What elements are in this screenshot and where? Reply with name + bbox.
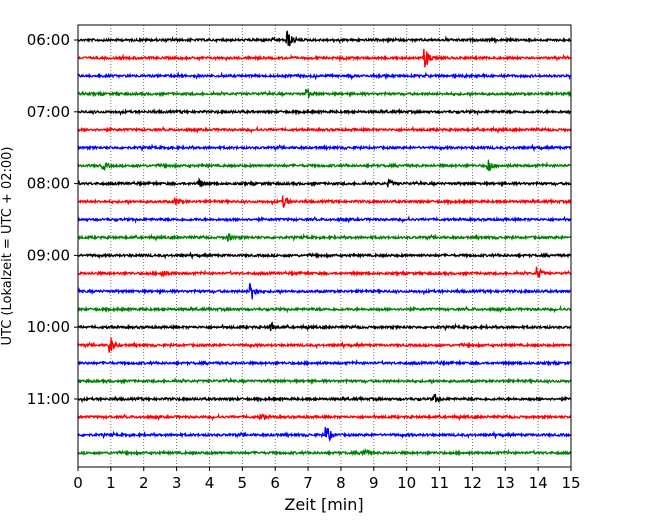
y-tick-label: 10:00 bbox=[27, 318, 70, 336]
x-tick-label: 0 bbox=[73, 474, 83, 492]
trace-1045 bbox=[77, 376, 572, 385]
x-tick-label: 11 bbox=[430, 474, 449, 492]
trace-0645 bbox=[77, 88, 572, 100]
trace-0630 bbox=[77, 71, 572, 81]
y-tick-label: 09:00 bbox=[27, 246, 70, 264]
x-tick-label: 8 bbox=[336, 474, 346, 492]
vertical-grid bbox=[110, 25, 539, 467]
trace-1145 bbox=[77, 447, 572, 457]
y-tick-label: 11:00 bbox=[27, 390, 70, 408]
x-tick-label: 10 bbox=[397, 474, 416, 492]
x-tick-label: 14 bbox=[529, 474, 548, 492]
trace-0830 bbox=[77, 215, 572, 224]
x-tick-label: 9 bbox=[369, 474, 379, 492]
plot-frame bbox=[77, 24, 572, 468]
trace-0930 bbox=[77, 283, 572, 300]
trace-1130 bbox=[77, 427, 572, 443]
x-tick-label: 13 bbox=[496, 474, 515, 492]
x-tick-label: 4 bbox=[205, 474, 215, 492]
trace-0615 bbox=[77, 48, 572, 68]
trace-0900 bbox=[77, 250, 572, 260]
y-tick-label: 07:00 bbox=[27, 103, 70, 121]
trace-0600 bbox=[77, 30, 572, 47]
x-tick-label: 5 bbox=[238, 474, 248, 492]
trace-0800 bbox=[77, 177, 572, 189]
y-axis-label: UTC (Lokalzeit = UTC + 02:00) bbox=[0, 147, 15, 346]
y-tick-label: 08:00 bbox=[27, 175, 70, 193]
y-tick-label: 06:00 bbox=[27, 31, 70, 49]
trace-1000 bbox=[77, 321, 572, 332]
x-tick-label: 1 bbox=[106, 474, 116, 492]
trace-0845 bbox=[77, 232, 572, 243]
trace-0745 bbox=[77, 159, 572, 172]
seismogram-traces bbox=[77, 30, 572, 457]
x-tick-label: 15 bbox=[561, 474, 580, 492]
trace-1015 bbox=[77, 337, 572, 353]
trace-0730 bbox=[77, 143, 572, 153]
x-tick-label: 3 bbox=[172, 474, 182, 492]
trace-0815 bbox=[77, 195, 572, 208]
y-axis: 06:00 07:00 08:00 09:00 10:00 11:00 bbox=[27, 31, 78, 408]
trace-1030 bbox=[77, 358, 572, 367]
trace-1115 bbox=[77, 412, 572, 422]
x-axis: 0 1 2 3 4 5 6 7 8 9 10 11 12 13 14 15 bbox=[73, 467, 581, 492]
x-tick-label: 7 bbox=[303, 474, 313, 492]
trace-0915 bbox=[77, 266, 572, 278]
x-tick-label: 12 bbox=[463, 474, 482, 492]
trace-0945 bbox=[77, 304, 572, 314]
trace-0715 bbox=[77, 125, 572, 135]
x-axis-label: Zeit [min] bbox=[284, 495, 363, 514]
x-tick-label: 2 bbox=[139, 474, 149, 492]
x-tick-label: 6 bbox=[270, 474, 280, 492]
trace-0700 bbox=[77, 107, 572, 117]
trace-1100 bbox=[77, 393, 572, 404]
